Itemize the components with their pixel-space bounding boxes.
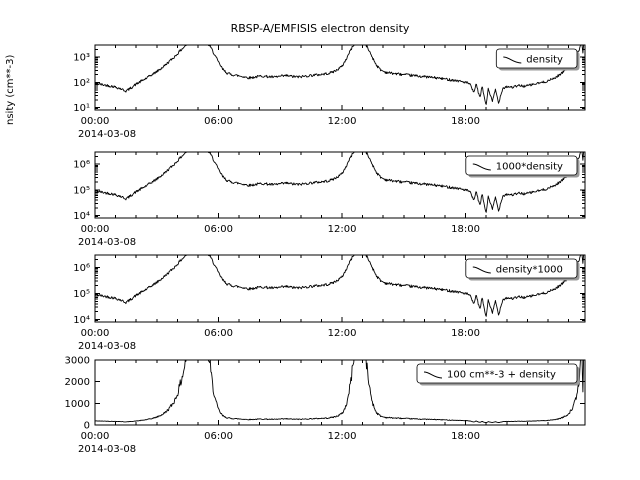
x-tick-label: 18:00	[451, 116, 480, 127]
y-tick-label: 10⁴	[73, 315, 90, 326]
density-trace	[95, 152, 585, 213]
x-tick-label: 00:00	[81, 224, 110, 235]
y-tick-label: 3000	[65, 356, 90, 367]
density-trace	[95, 360, 584, 423]
axes-box	[94, 151, 586, 219]
x-tick-label: 00:00	[81, 431, 110, 442]
ticks	[94, 151, 585, 219]
x-tick-label: 12:00	[328, 116, 357, 127]
legend: 1000*density	[465, 155, 580, 178]
ticks	[94, 254, 585, 323]
panel-3: 10⁴ 10⁵ 10⁶ 00:00 06:00 12:00 18:00 2014-03-08 d…	[73, 254, 586, 352]
legend: 100 cm**-3 + density	[416, 363, 580, 386]
ticks	[94, 44, 585, 111]
density-trace	[95, 45, 585, 105]
legend-label: density	[526, 55, 563, 66]
x-tick-label: 06:00	[204, 224, 233, 235]
axes-box	[94, 359, 586, 426]
legend: density	[495, 48, 580, 71]
x-tick-label: 00:00	[81, 328, 110, 339]
legend-label: 1000*density	[496, 162, 563, 173]
legend-line-sample	[423, 371, 443, 379]
y-tick-label: 10²	[73, 78, 90, 89]
x-tick-label: 12:00	[328, 328, 357, 339]
density-trace	[95, 255, 585, 317]
y-tick-label: 2000	[65, 377, 90, 388]
y-tick-label: 0	[84, 421, 90, 432]
axes-box	[94, 254, 586, 323]
y-tick-label: 10⁴	[73, 211, 90, 222]
legend-line-sample	[472, 163, 491, 171]
ticks	[94, 359, 585, 426]
legend-box	[465, 155, 578, 176]
legend-box	[416, 363, 578, 384]
x-tick-label: 12:00	[328, 431, 357, 442]
panel-2: 10⁴ 10⁵ 10⁶ 00:00 06:00 12:00 18:00 2014-03-08 1…	[73, 151, 586, 248]
panel-1: 10¹ 10² 10³ 00:00 06:00 12:00 18:00 2014-03-08 d…	[73, 44, 586, 140]
x-date-label: 2014-03-08	[78, 129, 136, 140]
x-date-label: 2014-03-08	[78, 341, 136, 352]
legend: density*1000	[465, 258, 580, 281]
y-tick-label: 10⁵	[73, 185, 90, 196]
legend-label: density*1000	[496, 265, 563, 276]
y-tick-label: 10¹	[73, 103, 90, 114]
y-tick-label: 10⁶	[73, 160, 90, 171]
x-tick-label: 00:00	[81, 116, 110, 127]
legend-box	[495, 48, 578, 69]
chart-title: RBSP-A/EMFISIS electron density	[230, 22, 410, 35]
y-tick-label: 10⁵	[73, 289, 90, 300]
axes-box	[94, 44, 586, 111]
x-tick-label: 18:00	[451, 431, 480, 442]
legend-line-sample	[472, 266, 491, 274]
x-tick-label: 18:00	[451, 224, 480, 235]
panel-4: 0 1000 2000 3000 00:00 06:00 12:00 18:00 2014-03…	[65, 356, 586, 455]
x-date-label: 2014-03-08	[78, 237, 136, 248]
y-tick-label: 1000	[65, 399, 90, 410]
y-tick-label: 10⁶	[73, 263, 90, 274]
x-tick-label: 06:00	[204, 328, 233, 339]
legend-label: 100 cm**-3 + density	[447, 370, 556, 381]
legend-box	[465, 258, 578, 279]
x-tick-label: 18:00	[451, 328, 480, 339]
x-date-label: 2014-03-08	[78, 444, 136, 455]
legend-line-sample	[503, 56, 522, 64]
x-tick-label: 12:00	[328, 224, 357, 235]
y-tick-label: 10³	[73, 53, 90, 64]
x-tick-label: 06:00	[204, 431, 233, 442]
x-tick-label: 06:00	[204, 116, 233, 127]
